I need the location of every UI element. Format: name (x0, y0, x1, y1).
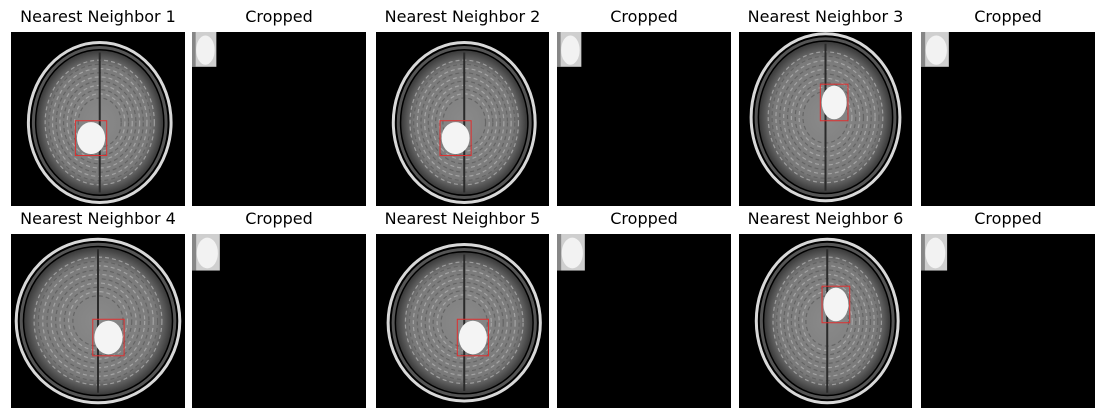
cropped-lesion (925, 237, 946, 269)
cropped-image (557, 32, 731, 206)
cropped-panel: Cropped (192, 209, 366, 408)
scan-panel: Nearest Neighbor 6 (739, 209, 912, 408)
scan-panel: Nearest Neighbor 1 (11, 7, 185, 206)
scan-panel: Nearest Neighbor 5 (376, 209, 549, 408)
image-background (192, 32, 366, 206)
skull-outline (749, 32, 902, 203)
lesion-bounding-box (456, 318, 489, 357)
image-background (921, 234, 1095, 408)
panel-title: Cropped (610, 7, 678, 26)
mri-image (739, 32, 912, 206)
mri-image (376, 32, 549, 206)
skull-outline (14, 237, 182, 405)
cropped-image (192, 234, 366, 408)
panel-title: Cropped (610, 209, 678, 228)
panel-title: Nearest Neighbor 5 (384, 209, 541, 228)
panel-title: Cropped (245, 7, 313, 26)
image-background (557, 234, 731, 408)
panel-title: Cropped (974, 7, 1042, 26)
lesion (823, 287, 849, 322)
cropped-panel: Cropped (921, 209, 1095, 408)
mri-image (376, 234, 549, 408)
panel-title: Nearest Neighbor 1 (20, 7, 176, 26)
lesion (94, 320, 123, 355)
lesion-bounding-box (439, 120, 472, 157)
cropped-image (557, 234, 731, 408)
image-background (557, 32, 731, 206)
lesion-bounding-box (821, 285, 851, 324)
image-background (921, 32, 1095, 206)
skull-outline (391, 40, 537, 205)
cropped-panel: Cropped (557, 7, 731, 206)
scan-panel: Nearest Neighbor 3 (739, 7, 912, 206)
image-background (192, 234, 366, 408)
lesion (441, 122, 470, 155)
skull-outline (26, 40, 173, 205)
panel-title: Cropped (974, 209, 1042, 228)
skull-outline (754, 237, 900, 405)
scan-panel: Nearest Neighbor 2 (376, 7, 549, 206)
scan-panel: Nearest Neighbor 4 (11, 209, 185, 408)
lesion (821, 85, 847, 120)
cropped-panel: Cropped (557, 209, 731, 408)
lesion-bounding-box (819, 83, 849, 122)
panel-title: Cropped (245, 209, 313, 228)
cropped-image (921, 32, 1095, 206)
cropped-panel: Cropped (192, 7, 366, 206)
skull-outline (386, 242, 542, 403)
mri-image (739, 234, 912, 408)
panel-title: Nearest Neighbor 3 (747, 7, 904, 26)
cropped-lesion (196, 35, 215, 65)
cropped-lesion (561, 35, 580, 65)
panel-title: Nearest Neighbor 4 (20, 209, 176, 228)
lesion (76, 122, 106, 155)
panel-title: Nearest Neighbor 2 (384, 7, 541, 26)
cropped-lesion (196, 237, 218, 269)
cropped-image (192, 32, 366, 206)
mri-image (11, 234, 185, 408)
cropped-image (921, 234, 1095, 408)
cropped-lesion (925, 35, 947, 65)
mri-image (11, 32, 185, 206)
lesion (458, 320, 487, 355)
cropped-lesion (561, 237, 583, 269)
panel-title: Nearest Neighbor 6 (747, 209, 904, 228)
lesion-bounding-box (74, 120, 108, 157)
lesion-bounding-box (92, 318, 125, 357)
cropped-panel: Cropped (921, 7, 1095, 206)
